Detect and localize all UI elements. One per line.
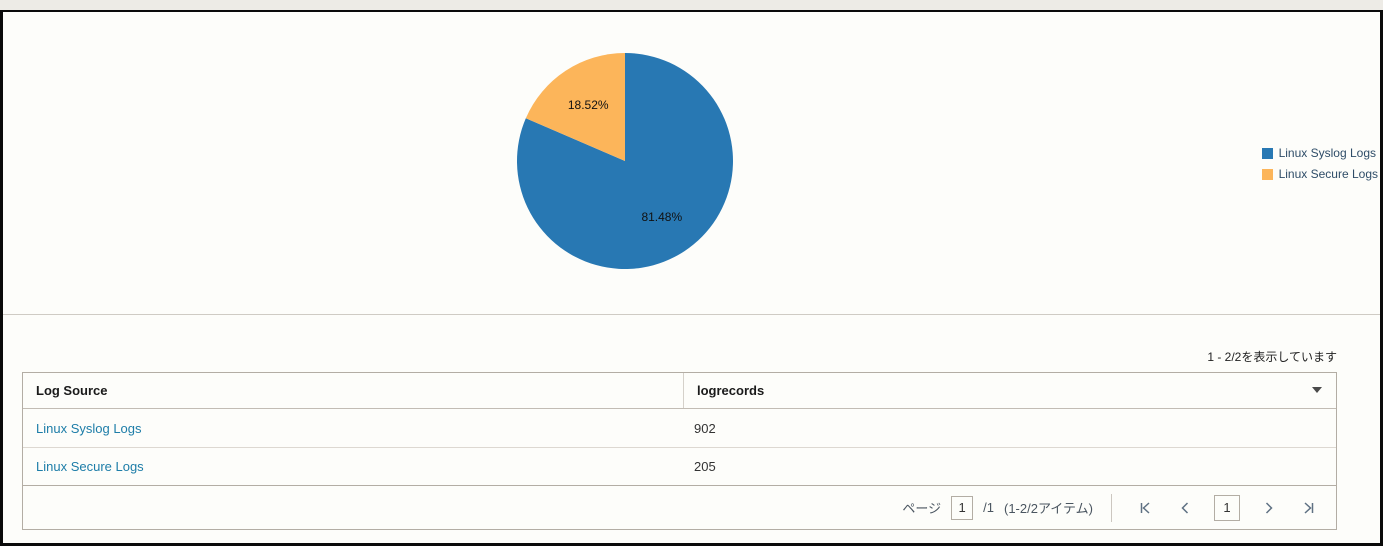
legend-swatch-orange <box>1261 168 1273 180</box>
window-top-strip <box>0 0 1383 10</box>
cell-logrecords: 902 <box>694 420 716 436</box>
log-source-link[interactable]: Linux Syslog Logs <box>36 420 142 436</box>
column-header-log-source[interactable]: Log Source <box>23 373 684 408</box>
table-header-row: Log Source logrecords <box>23 373 1336 409</box>
pie-chart-section: 81.48% 18.52% Linux Syslog Logs Linux Sec… <box>3 12 1380 315</box>
page-label: ページ <box>902 501 942 516</box>
pie-slice-linux-secure-logs[interactable] <box>525 53 625 161</box>
previous-page-button[interactable] <box>1174 497 1196 519</box>
footer-divider <box>1111 493 1112 522</box>
last-page-button[interactable] <box>1298 497 1320 519</box>
pie-chart: 81.48% 18.52% <box>517 53 733 269</box>
legend-swatch-blue <box>1261 147 1273 159</box>
page-total-label: /1 <box>983 500 994 515</box>
last-page-icon <box>1304 501 1314 514</box>
table-row: Linux Syslog Logs 902 <box>23 409 1336 447</box>
legend-label: Linux Secure Logs <box>1278 167 1378 181</box>
legend-label: Linux Syslog Logs <box>1278 146 1376 160</box>
log-source-table: Log Source logrecords Linux Syslog Logs … <box>22 372 1337 530</box>
next-page-button[interactable] <box>1258 497 1280 519</box>
pie-slice-label: 81.48% <box>641 210 682 224</box>
cell-log-source: Linux Syslog Logs <box>23 421 684 436</box>
cell-logrecords: 205 <box>694 459 716 474</box>
log-source-link[interactable]: Linux Secure Logs <box>36 459 144 474</box>
column-menu-caret-icon[interactable] <box>1312 387 1322 393</box>
pie-slice-linux-syslog-logs[interactable] <box>517 53 733 269</box>
chevron-left-icon <box>1181 501 1189 514</box>
chevron-right-icon <box>1265 501 1273 514</box>
legend-item-linux-secure-logs[interactable]: Linux Secure Logs <box>1261 167 1378 181</box>
legend-item-linux-syslog-logs[interactable]: Linux Syslog Logs <box>1261 146 1378 160</box>
column-header-logrecords[interactable]: logrecords <box>684 373 1336 408</box>
first-page-button[interactable] <box>1134 497 1156 519</box>
pie-slice-label: 18.52% <box>568 98 609 112</box>
chart-legend: Linux Syslog Logs Linux Secure Logs <box>1261 146 1378 181</box>
current-page-button[interactable]: 1 <box>1214 494 1240 521</box>
column-header-label: logrecords <box>697 383 765 398</box>
showing-range-text: 1 - 2/2を表示しています <box>1207 350 1337 364</box>
cell-log-source: Linux Secure Logs <box>23 459 684 474</box>
page-number-input[interactable] <box>951 495 974 520</box>
first-page-icon <box>1140 501 1150 514</box>
table-row: Linux Secure Logs 205 <box>23 447 1336 485</box>
dashboard-widget-frame: 81.48% 18.52% Linux Syslog Logs Linux Sec… <box>0 10 1383 546</box>
table-pagination-footer: ページ /1 (1-2/2アイテム) 1 <box>23 485 1336 529</box>
items-range-label: (1-2/2アイテム) <box>1004 501 1093 516</box>
